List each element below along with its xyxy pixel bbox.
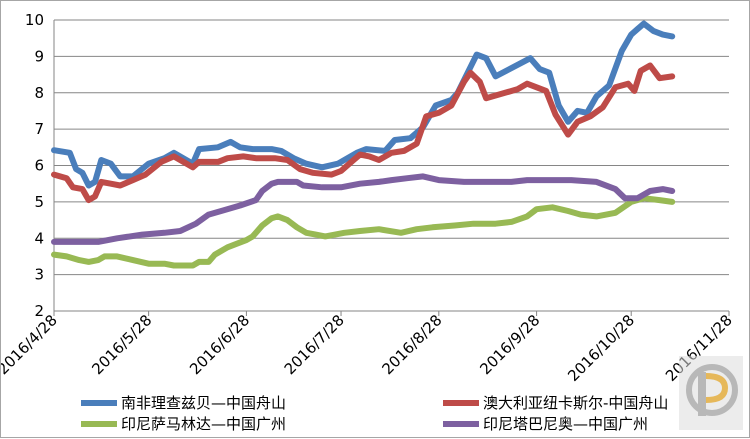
x-tick-label: 2016/5/28 <box>88 311 155 378</box>
legend-label: 南非理查兹贝—中国舟山 <box>121 394 286 412</box>
y-tick-label: 5 <box>34 193 44 211</box>
x-tick-label: 2016/9/28 <box>476 311 543 378</box>
series-line-4 <box>51 173 676 245</box>
y-tick-label: 6 <box>34 157 44 175</box>
y-tick-label: 4 <box>34 229 44 247</box>
y-tick-label: 7 <box>34 120 44 138</box>
y-tick-label: 3 <box>34 266 44 284</box>
x-tick-label: 2016/4/28 <box>1 311 61 378</box>
legend-label: 澳大利亚纽卡斯尔-中国舟山 <box>483 394 668 412</box>
y-tick-label: 2 <box>34 302 44 320</box>
y-tick-label: 10 <box>25 11 44 29</box>
x-tick-label: 2016/7/28 <box>281 311 348 378</box>
y-tick-label: 9 <box>34 47 44 65</box>
legend-label: 印尼塔巴尼奥—中国广州 <box>483 415 648 433</box>
pp-logo-icon <box>679 356 743 430</box>
x-tick-label: 2016/6/28 <box>186 311 253 378</box>
x-tick-label: 2016/10/28 <box>564 311 638 385</box>
series-line-2 <box>51 62 676 204</box>
x-tick-label: 2016/8/28 <box>379 311 446 378</box>
series-line-3 <box>51 195 676 269</box>
series-line-1 <box>51 20 676 189</box>
y-tick-label: 8 <box>34 84 44 102</box>
legend-label: 印尼萨马林达—中国广州 <box>121 415 286 433</box>
